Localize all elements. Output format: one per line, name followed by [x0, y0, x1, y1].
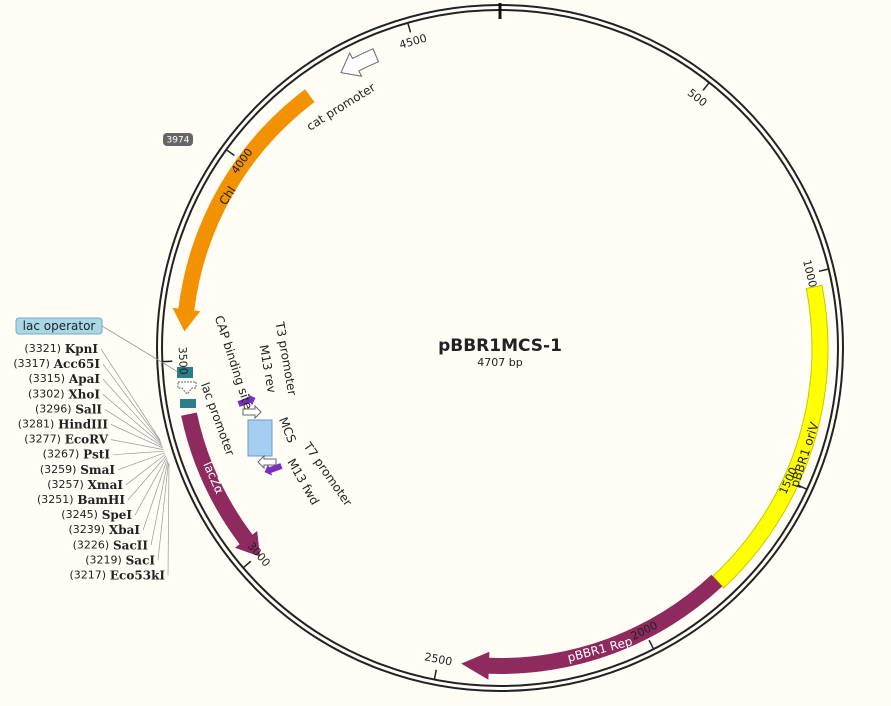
site-position: (3296)	[35, 402, 72, 415]
tick-label: 2500	[423, 650, 453, 668]
m13-fwd-mark	[264, 463, 283, 476]
lac-operator-mark	[180, 399, 196, 408]
site-position: (3226)	[73, 538, 110, 551]
site-position: (3302)	[28, 387, 65, 400]
site-label: (3296) SalI	[35, 402, 102, 416]
lacz-arc	[181, 412, 260, 557]
site-name: KpnI	[65, 342, 99, 356]
mcs-mark	[247, 419, 273, 457]
tick	[225, 149, 235, 157]
site-connector	[102, 378, 162, 444]
site-label: (3277) EcoRV	[24, 432, 108, 446]
feature-label: lac operator	[23, 319, 96, 333]
site-label: (3317) Acc65I	[13, 357, 100, 371]
tick	[818, 268, 829, 273]
site-position: (3219)	[85, 553, 122, 566]
site-connector	[125, 454, 166, 486]
plasmid-size: 4707 bp	[477, 356, 522, 369]
tick	[242, 560, 252, 569]
site-connector	[100, 348, 161, 441]
site-name: SpeI	[102, 508, 133, 522]
site-position: (3245)	[61, 508, 98, 521]
rep-arc	[461, 574, 723, 680]
site-label: (3259) SmaI	[40, 462, 116, 476]
t3-promoter-mark	[242, 404, 262, 420]
site-name: Acc65I	[53, 357, 101, 371]
site-label: (3321) KpnI	[24, 342, 98, 356]
site-position: (3277)	[24, 433, 61, 446]
site-connector	[150, 460, 169, 546]
site-connector	[157, 462, 169, 561]
site-name: XhoI	[68, 387, 100, 401]
site-position: (3321)	[24, 342, 61, 355]
lac-promoter-mark	[177, 381, 197, 395]
oriv-arc	[712, 284, 829, 589]
site-label: (3315) ApaI	[29, 372, 101, 386]
site-name: BamHI	[77, 493, 125, 507]
site-position: (3281)	[18, 418, 55, 431]
site-label: (3267) PstI	[43, 447, 111, 461]
connector	[101, 325, 179, 373]
site-label: (3245) SpeI	[61, 508, 132, 522]
site-name: EcoRV	[65, 432, 109, 446]
site-position: (3217)	[70, 569, 107, 582]
site-connector	[110, 424, 164, 449]
site-position: (3239)	[69, 523, 106, 536]
site-name: XmaI	[88, 477, 124, 491]
plasmid-name: pBBR1MCS-1	[438, 336, 562, 356]
site-position: (3317)	[13, 357, 50, 370]
site-position: (3315)	[29, 372, 66, 385]
site-name: PstI	[83, 447, 110, 461]
tick-label: 1000	[800, 258, 819, 288]
badge-bg	[163, 133, 193, 146]
site-label: (3251) BamHI	[37, 493, 125, 507]
site-position: (3259)	[40, 463, 77, 476]
site-connector	[102, 394, 163, 446]
badge: 3974	[167, 136, 190, 146]
site-connector	[112, 450, 165, 456]
site-connector	[167, 463, 170, 576]
site-label: (3302) XhoI	[28, 387, 100, 401]
tick	[797, 484, 808, 491]
site-connector	[117, 452, 165, 471]
site-connector	[104, 409, 163, 447]
cat-promoter-arc	[340, 48, 380, 77]
site-label: (3281) HindIII	[18, 417, 109, 431]
tick	[702, 82, 710, 91]
site-label: (3226) SacII	[73, 538, 149, 552]
tick-label: 3500	[176, 347, 190, 375]
site-label: (3219) SacI	[85, 553, 155, 567]
site-connector	[127, 455, 167, 501]
site-name: Eco53kI	[110, 568, 165, 582]
site-name: HindIII	[58, 417, 108, 431]
site-position: (3257)	[47, 478, 84, 491]
site-connector	[110, 439, 164, 450]
site-name: ApaI	[68, 372, 100, 386]
t7-promoter-mark	[257, 454, 277, 470]
site-connector	[102, 363, 161, 442]
tick	[433, 669, 438, 680]
chl-arc	[172, 89, 315, 332]
site-name: SacI	[126, 553, 156, 567]
site-connector	[134, 457, 167, 516]
tick	[407, 22, 412, 33]
site-connector	[142, 459, 168, 531]
site-name: SalI	[75, 402, 102, 416]
site-position: (3267)	[43, 448, 80, 461]
site-name: SacII	[113, 538, 148, 552]
site-label: (3239) XbaI	[69, 523, 141, 537]
tick	[648, 639, 655, 650]
cap-site	[177, 367, 193, 378]
site-position: (3251)	[37, 493, 74, 506]
m13-rev-mark	[237, 394, 256, 407]
site-label: (3217) Eco53kI	[70, 568, 166, 582]
site-label: (3257) XmaI	[47, 477, 123, 491]
site-name: XbaI	[109, 523, 140, 537]
site-name: SmaI	[80, 462, 115, 476]
